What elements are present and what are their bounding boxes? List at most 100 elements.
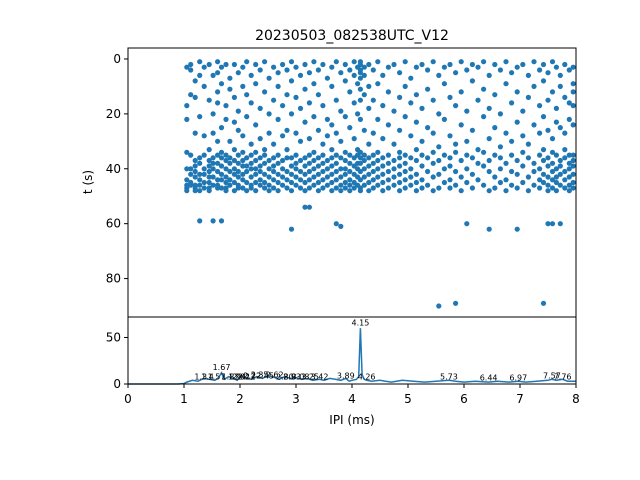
scatter-point xyxy=(453,141,459,147)
scatter-point xyxy=(302,61,308,68)
scatter-point xyxy=(201,166,207,172)
scatter-point xyxy=(302,119,308,125)
scatter-point xyxy=(531,182,537,188)
scatter-point xyxy=(306,70,312,76)
scatter-point xyxy=(540,78,547,84)
scatter-point xyxy=(464,138,470,144)
scatter-point xyxy=(366,155,372,161)
scatter-point xyxy=(223,188,229,194)
scatter-point xyxy=(192,168,198,175)
scatter-point xyxy=(380,171,386,177)
scatter-point xyxy=(503,81,509,87)
scatter-point xyxy=(284,155,290,161)
scatter-point xyxy=(570,64,576,70)
scatter-point xyxy=(545,182,551,188)
scatter-point xyxy=(549,168,556,175)
x-tick-label: 6 xyxy=(460,392,468,406)
scatter-point xyxy=(385,177,391,183)
scatter-point xyxy=(475,147,481,153)
scatter-point xyxy=(262,59,268,65)
scatter-point xyxy=(419,177,425,183)
scatter-point xyxy=(514,89,520,95)
scatter-point xyxy=(503,177,509,183)
scatter-point xyxy=(436,111,442,117)
scatter-point xyxy=(293,94,299,100)
scatter-point xyxy=(469,185,475,191)
y-tick-label: 50 xyxy=(106,330,121,344)
scatter-point xyxy=(464,166,470,172)
scatter-point xyxy=(361,182,367,188)
scatter-point xyxy=(562,147,568,153)
scatter-point xyxy=(419,138,425,144)
scatter-point xyxy=(218,177,225,183)
scatter-point xyxy=(293,174,299,180)
scatter-point xyxy=(244,179,250,186)
scatter-point xyxy=(302,155,308,161)
scatter-point xyxy=(380,163,386,169)
scatter-point xyxy=(447,185,453,191)
scatter-point xyxy=(419,61,425,68)
scatter-point xyxy=(553,166,560,172)
scatter-point xyxy=(306,185,312,191)
scatter-point xyxy=(275,188,281,194)
scatter-point xyxy=(553,119,560,125)
scatter-point xyxy=(338,166,344,172)
scatter-point xyxy=(324,116,330,122)
scatter-point xyxy=(370,185,376,191)
scatter-point xyxy=(338,138,344,144)
scatter-point xyxy=(481,86,487,92)
scatter-point xyxy=(397,155,403,161)
scatter-point xyxy=(413,171,419,177)
scatter-point xyxy=(240,133,246,139)
scatter-point xyxy=(402,59,408,65)
scatter-point xyxy=(562,130,568,136)
chart-title: 20230503_082538UTC_V12 xyxy=(255,28,449,44)
scatter-point xyxy=(192,188,198,194)
scatter-point xyxy=(266,130,272,136)
scatter-point xyxy=(380,188,386,194)
scatter-point xyxy=(408,75,414,81)
scatter-point xyxy=(520,163,526,169)
scatter-point xyxy=(520,179,526,186)
scatter-point xyxy=(458,188,464,194)
scatter-point xyxy=(342,166,348,172)
scatter-point xyxy=(553,174,560,180)
scatter-point xyxy=(436,157,442,164)
scatter-point xyxy=(218,125,225,131)
scatter-point xyxy=(361,174,367,180)
scatter-point xyxy=(192,94,198,100)
peak-annotation: 2.02 xyxy=(232,372,250,381)
scatter-point xyxy=(329,64,335,70)
scatter-point xyxy=(525,174,532,180)
scatter-point xyxy=(184,166,190,172)
y-tick-label: 80 xyxy=(106,272,121,286)
scatter-point xyxy=(342,171,348,177)
scatter-point xyxy=(288,155,295,161)
scatter-point xyxy=(361,157,367,164)
scatter-point xyxy=(244,163,250,169)
scatter-point xyxy=(402,185,408,191)
scatter-point xyxy=(469,127,475,133)
scatter-point xyxy=(324,174,330,180)
scatter-point xyxy=(430,130,436,136)
scatter-point xyxy=(549,177,556,183)
scatter-point xyxy=(458,157,464,164)
peak-annotation: 1.57 xyxy=(208,372,226,381)
scatter-point xyxy=(419,185,425,191)
scatter-point xyxy=(284,168,290,175)
scatter-point xyxy=(562,94,568,100)
scatter-point xyxy=(453,182,459,188)
scatter-point xyxy=(253,166,259,172)
peak-annotation: 2.35 xyxy=(251,371,269,380)
scatter-point xyxy=(370,130,376,136)
scatter-point xyxy=(503,160,509,166)
scatter-point xyxy=(553,105,560,111)
scatter-point xyxy=(540,61,547,68)
scatter-point xyxy=(315,92,321,98)
scatter-point xyxy=(206,61,212,68)
scatter-point xyxy=(197,114,203,120)
scatter-point xyxy=(447,61,453,68)
scatter-point xyxy=(275,152,281,158)
scatter-point xyxy=(351,72,357,78)
scatter-point xyxy=(375,166,381,172)
